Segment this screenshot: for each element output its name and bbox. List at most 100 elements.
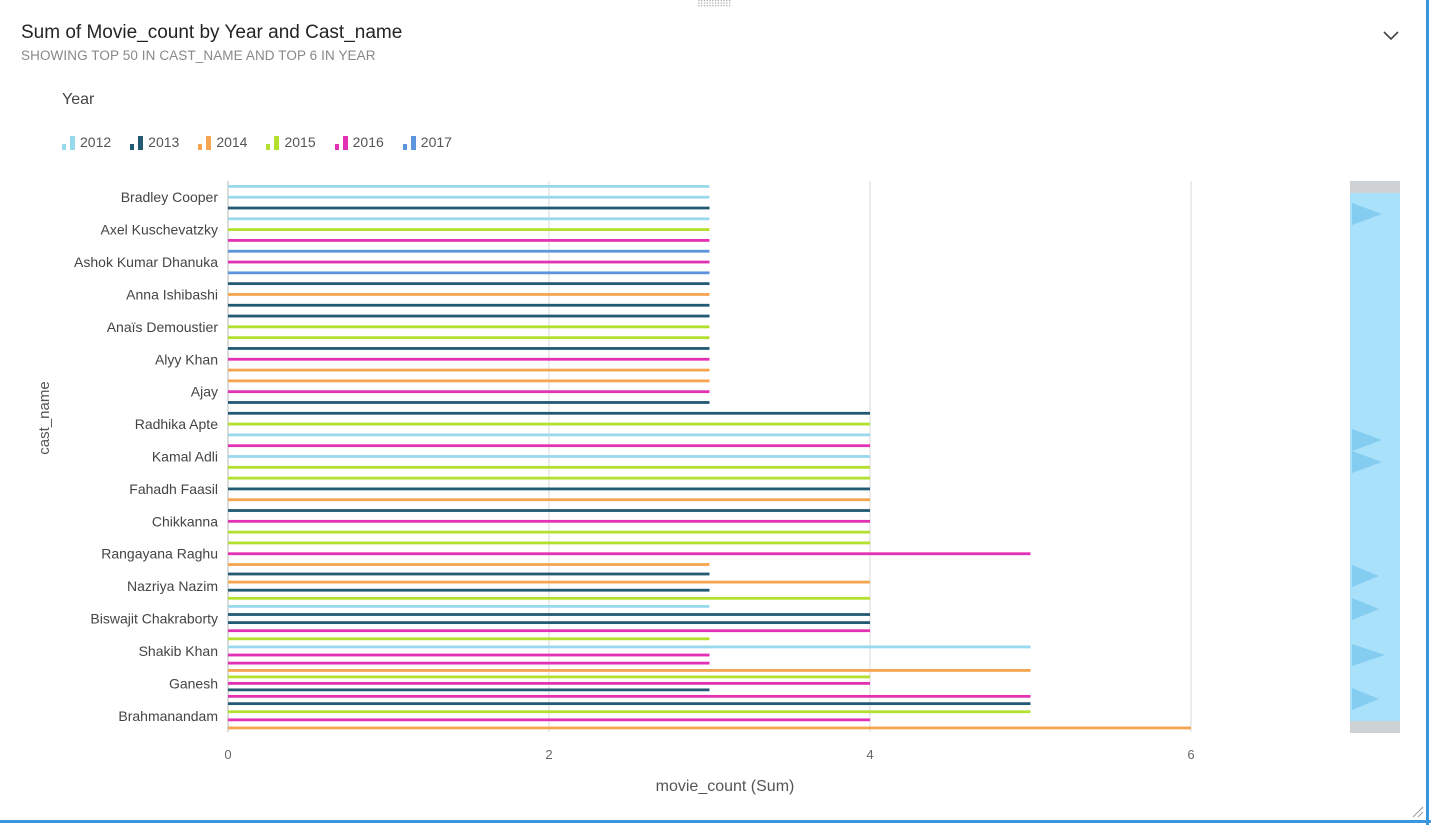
bar[interactable] xyxy=(228,702,1031,706)
bar[interactable] xyxy=(228,530,870,534)
bar[interactable] xyxy=(228,621,870,625)
scrollbar-overview-mark xyxy=(1352,598,1379,620)
x-axis-title: movie_count (Sum) xyxy=(656,778,795,795)
bar[interactable] xyxy=(228,249,710,253)
bar[interactable] xyxy=(228,260,710,264)
legend-label: 2017 xyxy=(420,134,452,150)
y-tick-label: Shakib Khan xyxy=(139,643,218,659)
legend-item-2012[interactable]: 2012 xyxy=(62,131,111,151)
resize-grip-icon[interactable] xyxy=(1410,804,1424,818)
legend-label: 2015 xyxy=(284,134,316,150)
y-tick-label: Ganesh xyxy=(169,675,218,691)
bar[interactable] xyxy=(228,357,710,361)
bar[interactable] xyxy=(228,228,710,232)
bar[interactable] xyxy=(228,675,870,679)
y-tick-label: Axel Kuschevatzky xyxy=(101,222,219,238)
bar[interactable] xyxy=(228,314,710,318)
bar[interactable] xyxy=(228,271,710,275)
scrollbar-bottom-handle[interactable] xyxy=(1350,721,1400,733)
bar[interactable] xyxy=(228,498,870,502)
bar[interactable] xyxy=(228,541,870,545)
bar[interactable] xyxy=(228,239,710,242)
bar[interactable] xyxy=(228,455,870,458)
scrollbar-overview-mark xyxy=(1352,429,1382,451)
bar[interactable] xyxy=(228,368,710,372)
scrollbar-overview-mark xyxy=(1352,688,1379,710)
legend-swatch-icon xyxy=(62,135,78,151)
y-tick-label: Alyy Khan xyxy=(155,351,218,367)
bar[interactable] xyxy=(228,347,710,350)
x-tick-label: 2 xyxy=(545,747,552,762)
bar[interactable] xyxy=(228,596,870,600)
bar[interactable] xyxy=(228,444,870,448)
visual-frame-border-bottom xyxy=(0,820,1431,823)
legend-item-2015[interactable]: 2015 xyxy=(266,131,316,151)
bar[interactable] xyxy=(228,390,710,394)
chevron-down-icon[interactable] xyxy=(1381,27,1401,43)
bar[interactable] xyxy=(228,694,1031,698)
y-tick-label: Radhika Apte xyxy=(135,416,218,432)
bar[interactable] xyxy=(228,519,870,523)
bar[interactable] xyxy=(228,325,710,329)
bar[interactable] xyxy=(228,476,870,480)
bar[interactable] xyxy=(228,688,710,692)
legend-item-2013[interactable]: 2013 xyxy=(130,131,179,151)
bar[interactable] xyxy=(228,661,710,665)
bar[interactable] xyxy=(228,653,710,657)
bar[interactable] xyxy=(228,552,1031,556)
bar[interactable] xyxy=(228,195,710,199)
bar[interactable] xyxy=(228,645,1031,649)
bar[interactable] xyxy=(228,422,870,426)
bar[interactable] xyxy=(228,605,710,608)
legend-label: 2014 xyxy=(216,134,248,150)
bar[interactable] xyxy=(228,487,870,491)
legend-swatch-icon xyxy=(198,135,214,151)
bar[interactable] xyxy=(228,681,870,685)
bar[interactable] xyxy=(228,411,870,415)
bar[interactable] xyxy=(228,379,710,383)
y-tick-label: Ashok Kumar Dhanuka xyxy=(74,254,218,270)
bar[interactable] xyxy=(228,637,710,641)
bar[interactable] xyxy=(228,718,870,722)
bar[interactable] xyxy=(228,669,1031,672)
scrollbar-overview-mark xyxy=(1352,644,1385,666)
legend-item-2017[interactable]: 2017 xyxy=(402,131,452,151)
legend-swatch-icon xyxy=(402,135,419,151)
drag-handle-icon[interactable]: ⠿⠿⠿⠿⠿⠿ xyxy=(697,0,732,10)
bar[interactable] xyxy=(228,580,870,584)
bar[interactable] xyxy=(228,588,710,592)
legend-item-2016[interactable]: 2016 xyxy=(334,131,384,151)
y-tick-label: Nazriya Nazim xyxy=(127,578,218,594)
legend-label: 2016 xyxy=(352,134,384,150)
bar[interactable] xyxy=(228,185,710,188)
scrollbar-overview-mark xyxy=(1352,451,1382,473)
bar[interactable] xyxy=(228,563,710,566)
bar[interactable] xyxy=(228,217,710,221)
y-tick-label: Chikkanna xyxy=(152,513,218,529)
y-axis-title: cast_name xyxy=(36,381,53,454)
bar[interactable] xyxy=(228,293,710,296)
bar[interactable] xyxy=(228,613,870,616)
bar[interactable] xyxy=(228,509,870,512)
y-tick-label: Anaïs Demoustier xyxy=(107,319,219,335)
y-tick-label: Ajay xyxy=(191,384,218,400)
bar[interactable] xyxy=(228,303,710,307)
bar[interactable] xyxy=(228,572,710,576)
x-tick-label: 0 xyxy=(224,747,231,762)
bar[interactable] xyxy=(228,336,710,340)
bar[interactable] xyxy=(228,629,870,633)
bar[interactable] xyxy=(228,206,710,210)
x-tick-label: 6 xyxy=(1187,747,1194,762)
scrollbar-top-handle[interactable] xyxy=(1350,181,1400,193)
legend-item-2014[interactable]: 2014 xyxy=(198,131,247,151)
bar[interactable] xyxy=(228,710,1031,714)
chart-title: Sum of Movie_count by Year and Cast_name xyxy=(21,22,403,43)
bar[interactable] xyxy=(228,465,870,469)
bar[interactable] xyxy=(228,282,710,286)
legend-label: 2013 xyxy=(148,134,180,150)
bar[interactable] xyxy=(228,433,870,437)
y-tick-label: Rangayana Raghu xyxy=(101,546,218,562)
bar[interactable] xyxy=(228,726,1191,730)
bar[interactable] xyxy=(228,401,710,404)
